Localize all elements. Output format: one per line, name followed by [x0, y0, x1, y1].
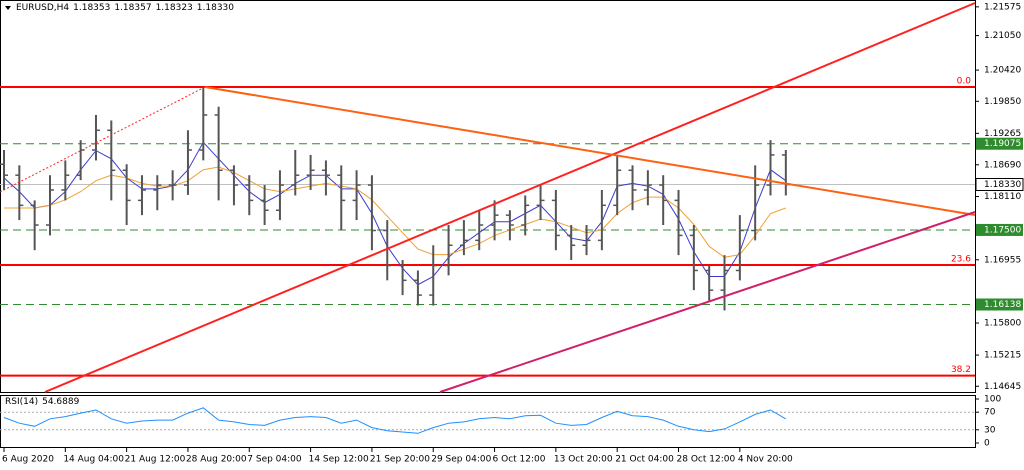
- x-tick-label: 21 Aug 12:00: [125, 455, 186, 465]
- x-tick-label: 14 Sep 12:00: [309, 455, 369, 465]
- x-tick-label: 28 Aug 20:00: [186, 455, 247, 465]
- trend-line: [439, 211, 976, 393]
- fibo-label: 23.6: [951, 254, 971, 264]
- price-label: 1.18330: [984, 180, 1021, 190]
- y-tick-label: 1.15215: [984, 351, 1021, 361]
- trend-line: [204, 86, 976, 216]
- y-tick-label: 1.15800: [984, 319, 1021, 329]
- rsi-name: RSI(14): [5, 397, 39, 407]
- symbol-header: EURUSD,H4 1.18353 1.18357 1.18323 1.18330: [16, 3, 238, 13]
- x-tick-label: 4 Nov 20:00: [738, 455, 793, 465]
- trend-line: [44, 2, 976, 393]
- x-tick-label: 29 Sep 04:00: [431, 455, 491, 465]
- y-tick-label: 1.18110: [984, 192, 1021, 202]
- rsi-tick-label: 30: [984, 425, 996, 435]
- y-tick-label: 1.16955: [984, 255, 1021, 265]
- x-tick-label: 21 Sep 20:00: [370, 455, 430, 465]
- moving-average: [3, 141, 787, 286]
- y-tick-label: 1.21575: [984, 2, 1021, 12]
- level-tag: [976, 298, 1023, 311]
- y-tick-label: 1.19850: [984, 97, 1021, 107]
- rsi-header: RSI(14) 54.6889: [5, 397, 83, 407]
- symbol: EURUSD,H4: [16, 3, 70, 13]
- x-tick-label: 6 Aug 2020: [2, 455, 54, 465]
- level-label: 1.16138: [984, 300, 1021, 310]
- fibo-label: 38.2: [951, 365, 971, 375]
- x-tick-label: 21 Oct 04:00: [615, 455, 674, 465]
- level-label: 1.19075: [984, 139, 1021, 149]
- y-tick-label: 1.14645: [984, 382, 1021, 392]
- rsi-tick-label: 0: [984, 439, 990, 449]
- y-tick-label: 1.18690: [984, 160, 1021, 170]
- x-tick-label: 14 Aug 04:00: [63, 455, 124, 465]
- price-tag: [975, 178, 1024, 192]
- y-tick-label: 1.21050: [984, 31, 1021, 41]
- fibo-base-line: [0, 86, 206, 193]
- rsi-tick-label: 100: [984, 395, 1001, 405]
- x-tick-label: 13 Oct 20:00: [554, 455, 613, 465]
- x-tick-label: 7 Sep 04:00: [247, 455, 302, 465]
- quote: 1.18323: [155, 3, 193, 13]
- rsi-panel: [0, 395, 976, 448]
- rsi-value: 54.6889: [42, 397, 80, 407]
- rsi-tick-label: 70: [984, 408, 996, 418]
- main-panel: [0, 0, 976, 393]
- menu-arrow[interactable]: [5, 6, 11, 10]
- fibo-label: 0.0: [957, 77, 972, 87]
- level-tag: [976, 223, 1023, 236]
- level-tag: [976, 137, 1023, 150]
- trend-lines: [0, 2, 976, 393]
- rsi-line: [3, 407, 787, 434]
- quote: 1.18330: [196, 3, 234, 13]
- quote: 1.18357: [114, 3, 152, 13]
- y-tick-label: 1.19265: [984, 129, 1021, 139]
- x-tick-label: 28 Oct 12:00: [677, 455, 736, 465]
- x-tick-label: 6 Oct 12:00: [493, 455, 546, 465]
- y-tick-label: 1.20420: [984, 66, 1021, 76]
- quote: 1.18353: [73, 3, 111, 13]
- level-label: 1.17500: [984, 225, 1021, 235]
- moving-average: [4, 166, 786, 258]
